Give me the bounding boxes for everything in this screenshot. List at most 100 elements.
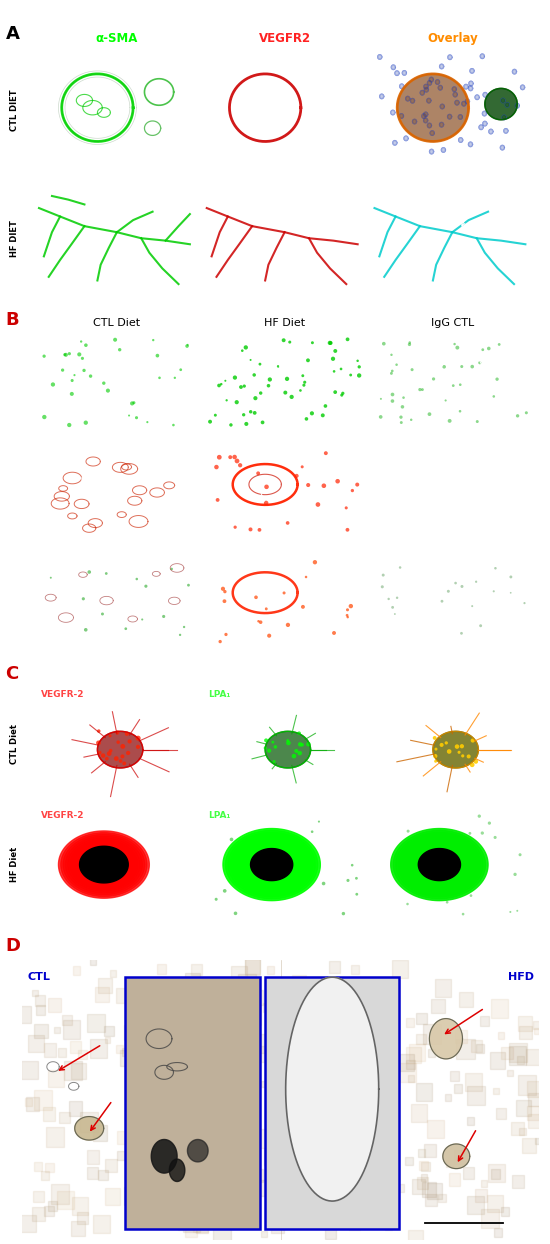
Polygon shape xyxy=(157,964,166,974)
Point xyxy=(466,886,475,906)
Point xyxy=(315,811,323,831)
Polygon shape xyxy=(361,1091,372,1103)
Polygon shape xyxy=(135,1144,144,1154)
Polygon shape xyxy=(427,81,431,85)
Polygon shape xyxy=(388,1208,397,1217)
Point xyxy=(296,734,305,754)
Polygon shape xyxy=(70,840,138,889)
Polygon shape xyxy=(455,1030,467,1042)
Point xyxy=(183,335,192,355)
Polygon shape xyxy=(456,1039,475,1059)
Point xyxy=(342,498,350,518)
Polygon shape xyxy=(481,1181,487,1187)
Polygon shape xyxy=(422,114,426,118)
Point xyxy=(399,388,408,408)
Point xyxy=(68,371,76,391)
Polygon shape xyxy=(469,142,472,147)
Point xyxy=(155,368,164,388)
Point xyxy=(397,407,405,427)
Polygon shape xyxy=(266,1200,277,1212)
Polygon shape xyxy=(405,1157,412,1166)
Polygon shape xyxy=(145,1077,160,1093)
Polygon shape xyxy=(399,1055,414,1071)
Polygon shape xyxy=(216,1147,223,1154)
Polygon shape xyxy=(307,985,317,996)
Polygon shape xyxy=(527,1081,542,1097)
Polygon shape xyxy=(307,1149,322,1166)
Polygon shape xyxy=(449,1173,460,1186)
Point xyxy=(289,746,298,766)
Polygon shape xyxy=(195,1092,205,1102)
Polygon shape xyxy=(75,1117,104,1140)
Polygon shape xyxy=(515,103,519,108)
Point xyxy=(343,330,352,350)
Point xyxy=(516,845,525,865)
Polygon shape xyxy=(418,1149,425,1157)
Point xyxy=(326,333,334,353)
Point xyxy=(295,743,304,763)
Point xyxy=(444,581,453,601)
Polygon shape xyxy=(98,978,112,993)
Polygon shape xyxy=(149,1202,161,1214)
Polygon shape xyxy=(116,1045,123,1052)
Point xyxy=(279,331,288,351)
Point xyxy=(513,406,522,425)
Polygon shape xyxy=(398,835,481,894)
Polygon shape xyxy=(483,92,487,97)
Point xyxy=(281,383,290,403)
Point xyxy=(220,591,229,611)
Polygon shape xyxy=(357,1167,365,1176)
Text: CTL DIET: CTL DIET xyxy=(10,90,19,131)
Point xyxy=(344,871,353,891)
Point xyxy=(442,733,450,753)
Point xyxy=(153,346,162,366)
Point xyxy=(384,588,393,608)
Polygon shape xyxy=(131,1075,149,1093)
Polygon shape xyxy=(344,1111,359,1128)
Polygon shape xyxy=(33,1191,43,1202)
Point xyxy=(113,723,122,743)
Point xyxy=(175,624,184,644)
Point xyxy=(387,345,396,364)
Point xyxy=(455,743,464,763)
Polygon shape xyxy=(350,1204,360,1215)
Text: CTL Diet: CTL Diet xyxy=(10,724,19,764)
Point xyxy=(78,348,87,368)
Polygon shape xyxy=(428,1050,436,1057)
Point xyxy=(68,384,76,404)
Polygon shape xyxy=(263,1004,271,1013)
Polygon shape xyxy=(25,1098,32,1106)
Point xyxy=(122,618,130,638)
Polygon shape xyxy=(409,1044,425,1061)
Point xyxy=(464,746,473,766)
Point xyxy=(95,743,104,763)
Polygon shape xyxy=(163,994,175,1008)
Polygon shape xyxy=(135,1098,149,1113)
Point xyxy=(256,612,265,632)
Polygon shape xyxy=(355,1169,372,1188)
Polygon shape xyxy=(151,1140,177,1173)
Point xyxy=(230,368,239,388)
Polygon shape xyxy=(280,1044,289,1054)
Point xyxy=(458,357,466,377)
Polygon shape xyxy=(72,1197,88,1215)
Point xyxy=(378,577,387,597)
Point xyxy=(415,379,424,399)
Polygon shape xyxy=(399,1062,416,1081)
Polygon shape xyxy=(409,842,470,887)
Polygon shape xyxy=(400,85,404,88)
Polygon shape xyxy=(501,1047,513,1060)
Polygon shape xyxy=(467,1086,485,1105)
Polygon shape xyxy=(288,1199,294,1207)
Point xyxy=(478,824,487,843)
Polygon shape xyxy=(32,989,38,996)
Polygon shape xyxy=(267,965,274,974)
Point xyxy=(300,376,309,396)
Point xyxy=(331,341,340,361)
Point xyxy=(458,576,466,596)
Point xyxy=(339,903,348,923)
Point xyxy=(98,605,107,624)
Point xyxy=(283,369,292,389)
Point xyxy=(437,735,446,755)
Point xyxy=(75,345,84,364)
